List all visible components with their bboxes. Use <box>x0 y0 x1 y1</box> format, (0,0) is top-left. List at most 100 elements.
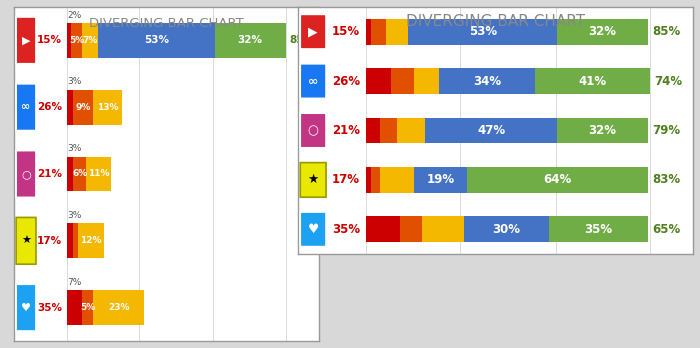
Bar <box>93 90 122 125</box>
Bar <box>400 216 422 242</box>
Bar <box>414 167 467 193</box>
Bar <box>97 23 215 58</box>
Bar <box>397 118 425 143</box>
Text: ▶: ▶ <box>308 25 318 38</box>
FancyBboxPatch shape <box>16 284 36 331</box>
Text: 35%: 35% <box>584 223 612 236</box>
Bar <box>464 216 549 242</box>
Bar <box>380 118 397 143</box>
Bar <box>557 19 648 45</box>
Bar <box>74 90 93 125</box>
Bar <box>366 68 391 94</box>
Bar <box>425 118 557 143</box>
Text: 6%: 6% <box>72 169 88 179</box>
Text: ○: ○ <box>308 124 318 137</box>
Text: 3%: 3% <box>68 211 82 220</box>
Text: 30%: 30% <box>493 223 521 236</box>
Text: 17%: 17% <box>37 236 62 246</box>
Bar <box>66 223 74 258</box>
Text: 65%: 65% <box>652 223 680 236</box>
Text: ▶: ▶ <box>22 35 30 45</box>
Bar <box>66 23 71 58</box>
Text: ○: ○ <box>21 169 31 179</box>
Text: DIVERGING BAR CHART: DIVERGING BAR CHART <box>89 17 244 30</box>
Bar <box>74 223 78 258</box>
Text: 85%: 85% <box>289 35 314 45</box>
Text: 15%: 15% <box>37 35 62 45</box>
Bar <box>366 118 380 143</box>
Bar <box>422 216 464 242</box>
Text: ∞: ∞ <box>308 74 318 88</box>
Bar <box>549 216 648 242</box>
Text: ♥: ♥ <box>307 223 318 236</box>
Bar <box>439 68 535 94</box>
Text: 7%: 7% <box>82 36 97 45</box>
Bar <box>535 68 650 94</box>
FancyBboxPatch shape <box>16 151 36 197</box>
Bar <box>557 118 648 143</box>
Text: 17%: 17% <box>332 173 360 187</box>
Text: 32%: 32% <box>589 124 617 137</box>
Bar <box>71 23 82 58</box>
Text: 15%: 15% <box>332 25 360 38</box>
Bar <box>66 157 74 191</box>
Text: 41%: 41% <box>578 74 607 88</box>
Text: 64%: 64% <box>543 173 571 187</box>
FancyBboxPatch shape <box>16 218 36 264</box>
Bar <box>87 157 111 191</box>
Text: 3%: 3% <box>68 144 82 153</box>
Text: 21%: 21% <box>37 169 62 179</box>
Bar <box>74 157 87 191</box>
Text: 35%: 35% <box>37 303 62 313</box>
Text: ★: ★ <box>21 236 31 246</box>
Bar <box>414 68 439 94</box>
Bar <box>391 68 414 94</box>
Text: 32%: 32% <box>238 35 262 45</box>
Bar <box>467 167 648 193</box>
Text: 2%: 2% <box>68 11 82 19</box>
Text: 12%: 12% <box>80 236 101 245</box>
Text: 13%: 13% <box>97 103 118 112</box>
Text: 83%: 83% <box>652 173 680 187</box>
Text: 26%: 26% <box>37 102 62 112</box>
FancyBboxPatch shape <box>300 14 326 49</box>
Text: 26%: 26% <box>332 74 360 88</box>
FancyBboxPatch shape <box>300 113 326 148</box>
Bar <box>93 290 144 325</box>
Text: ★: ★ <box>307 173 318 187</box>
Bar <box>66 290 82 325</box>
Text: DIVERGING BAR CHART: DIVERGING BAR CHART <box>406 14 584 29</box>
FancyBboxPatch shape <box>300 212 326 247</box>
Text: 53%: 53% <box>468 25 497 38</box>
Text: 5%: 5% <box>69 36 84 45</box>
Text: 85%: 85% <box>652 25 680 38</box>
FancyBboxPatch shape <box>16 17 36 64</box>
Text: 19%: 19% <box>426 173 454 187</box>
Text: 32%: 32% <box>589 25 617 38</box>
Bar <box>78 223 104 258</box>
Bar <box>82 290 93 325</box>
Bar <box>408 19 557 45</box>
FancyBboxPatch shape <box>300 163 326 197</box>
Bar <box>380 167 414 193</box>
Bar <box>66 90 74 125</box>
Text: 11%: 11% <box>88 169 109 179</box>
Text: 7%: 7% <box>68 278 82 287</box>
Text: 35%: 35% <box>332 223 360 236</box>
Text: 74%: 74% <box>654 74 682 88</box>
Bar <box>372 19 386 45</box>
Text: 21%: 21% <box>332 124 360 137</box>
Text: 79%: 79% <box>652 124 680 137</box>
Text: 5%: 5% <box>80 303 95 312</box>
Text: 3%: 3% <box>68 78 82 86</box>
Text: 53%: 53% <box>144 35 169 45</box>
Bar <box>366 216 400 242</box>
FancyBboxPatch shape <box>300 64 326 98</box>
Text: 34%: 34% <box>473 74 501 88</box>
Bar <box>82 23 97 58</box>
Text: ♥: ♥ <box>21 303 31 313</box>
Bar <box>366 167 372 193</box>
FancyBboxPatch shape <box>16 84 36 130</box>
Bar <box>372 167 380 193</box>
Bar <box>386 19 408 45</box>
